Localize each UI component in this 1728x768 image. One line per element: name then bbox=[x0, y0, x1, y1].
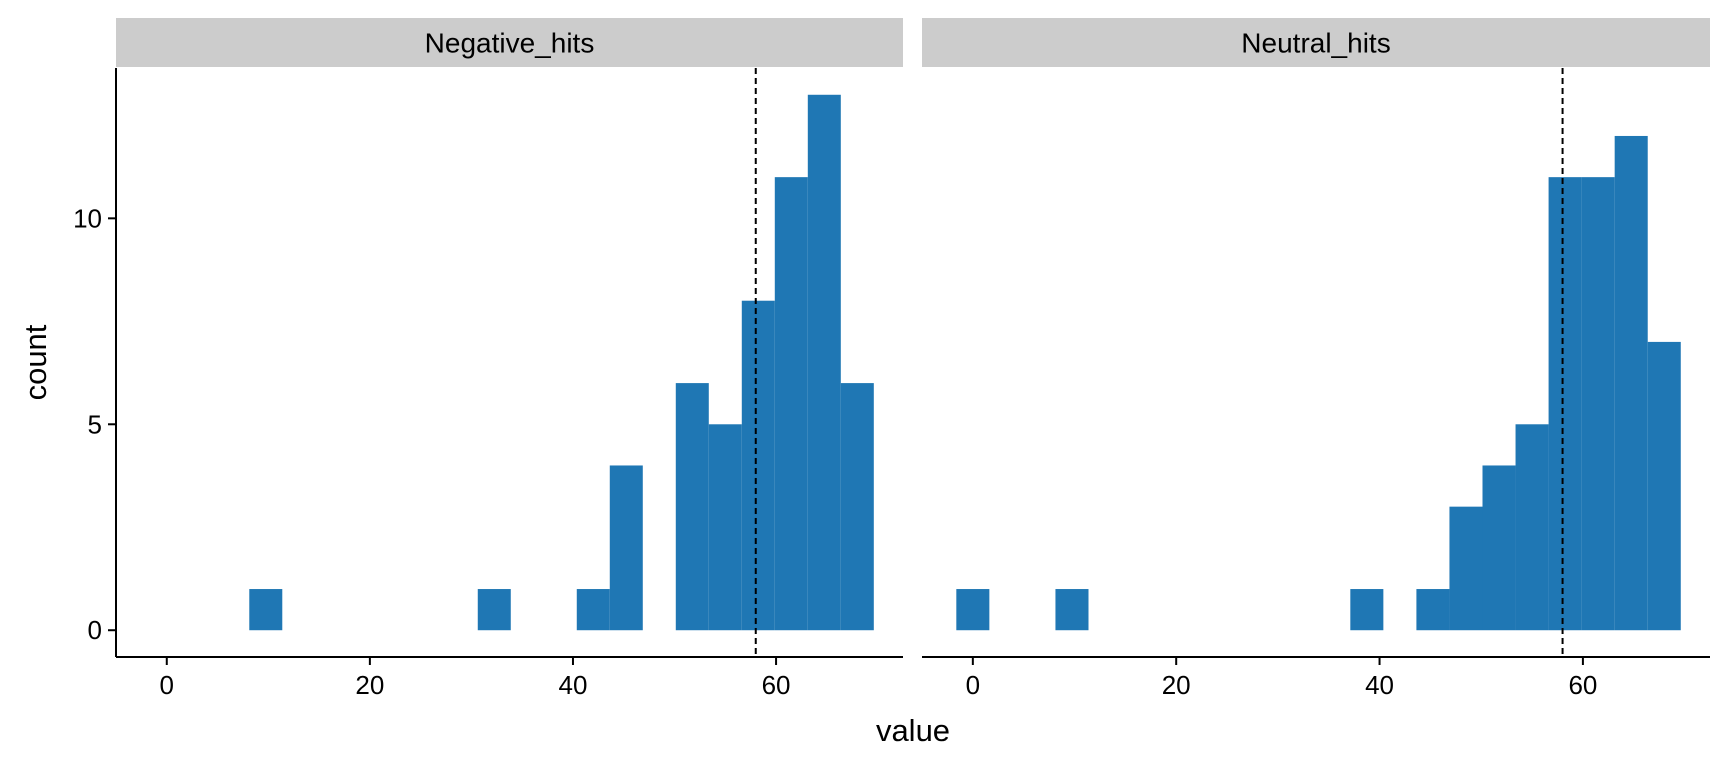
histogram-bar bbox=[477, 589, 511, 631]
y-tick-label: 0 bbox=[88, 615, 102, 645]
y-tick-label: 5 bbox=[88, 409, 102, 439]
histogram-bar bbox=[249, 589, 283, 631]
histogram-bar bbox=[1416, 589, 1450, 631]
facet-panel-0: Negative_hits 0 20 40 60 bbox=[116, 18, 903, 700]
x-axis-title: value bbox=[876, 713, 950, 748]
histogram-bar bbox=[840, 383, 874, 631]
x-tick-label: 40 bbox=[559, 670, 588, 700]
histogram-bar bbox=[1449, 506, 1483, 631]
x-tick-label: 20 bbox=[355, 670, 384, 700]
histogram-bar bbox=[1350, 589, 1384, 631]
x-tick-label: 60 bbox=[762, 670, 791, 700]
facet-strip bbox=[922, 18, 1710, 67]
histogram-bar bbox=[576, 589, 610, 631]
facet-strip-label: Neutral_hits bbox=[1241, 28, 1390, 59]
histogram-bar bbox=[675, 383, 709, 631]
x-tick-label: 40 bbox=[1365, 670, 1394, 700]
histogram-bar bbox=[1482, 465, 1516, 631]
facet-strip-label: Negative_hits bbox=[425, 28, 595, 59]
x-tick-label: 60 bbox=[1568, 670, 1597, 700]
histogram-bar bbox=[1647, 341, 1681, 631]
histogram-bar bbox=[708, 424, 742, 631]
facet-panel-1: Neutral_hits 0 20 40 60 bbox=[922, 18, 1710, 700]
y-tick-label: 10 bbox=[73, 203, 102, 233]
y-axis: 0 5 10 bbox=[73, 68, 117, 657]
y-axis-title: count bbox=[18, 324, 53, 400]
histogram-bar bbox=[741, 300, 775, 631]
histogram-bar bbox=[1614, 135, 1648, 631]
x-tick-label: 20 bbox=[1162, 670, 1191, 700]
histogram-bar bbox=[1515, 424, 1549, 631]
histogram-bar bbox=[956, 589, 990, 631]
histogram-bar bbox=[609, 465, 643, 631]
histogram-bar bbox=[774, 177, 808, 631]
facet-strip bbox=[116, 18, 903, 67]
facet-panels: Negative_hits 0 20 40 60 Neutral_hits 0 20 40 60 bbox=[116, 18, 1710, 700]
histogram-bar bbox=[807, 94, 841, 631]
histogram-bar bbox=[1581, 177, 1615, 631]
histogram-bar bbox=[1548, 177, 1582, 631]
x-tick-label: 0 bbox=[160, 670, 174, 700]
x-tick-label: 0 bbox=[966, 670, 980, 700]
histogram-bar bbox=[1055, 589, 1089, 631]
